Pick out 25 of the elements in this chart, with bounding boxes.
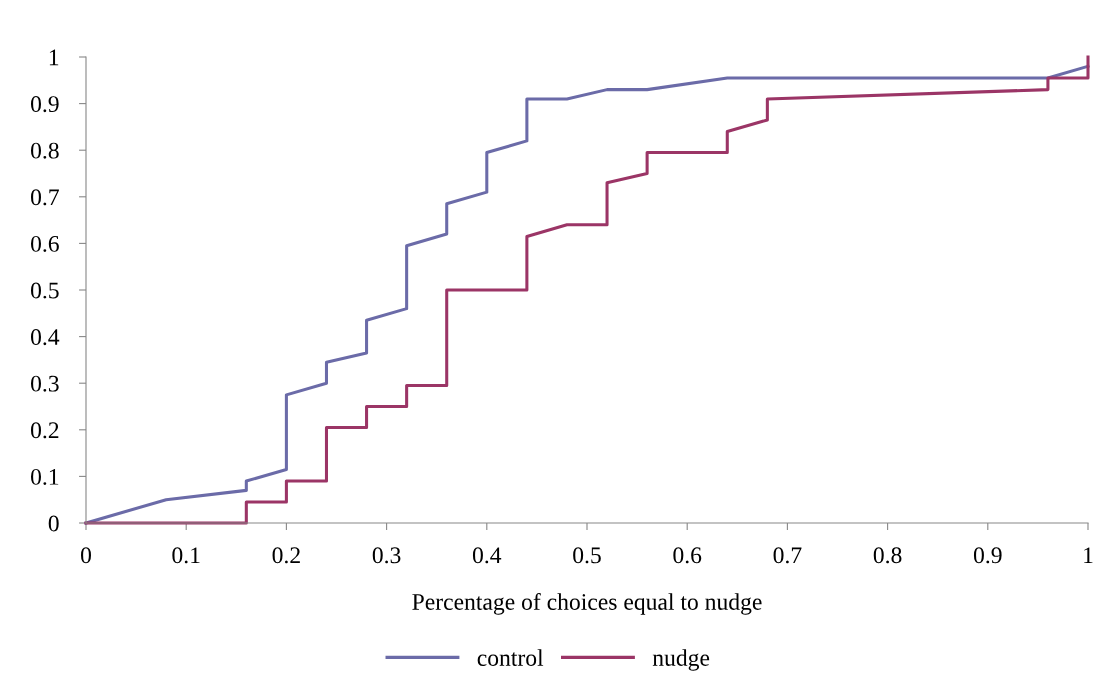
x-tick-label: 0.1 <box>172 547 200 564</box>
x-tick-label: 1 <box>1084 547 1093 563</box>
x-tick-label: 0.9 <box>973 547 1002 564</box>
x-tick-label: 0.8 <box>873 547 902 564</box>
y-tick-label: 0.6 <box>31 235 59 252</box>
y-tick-label: 0.2 <box>31 422 59 439</box>
x-tick-label: 0.5 <box>573 547 601 564</box>
y-tick-label: 0.5 <box>31 282 59 299</box>
x-tick-label: 0.2 <box>272 547 300 564</box>
x-tick-label: 0.3 <box>372 547 401 564</box>
y-tick-label: 0.3 <box>31 375 59 392</box>
legend-label: nudge <box>652 649 710 671</box>
legend-label: control <box>477 649 544 666</box>
y-tick-label: 0.1 <box>31 468 59 485</box>
x-tick-label: 0.4 <box>472 547 502 564</box>
y-tick-label: 1 <box>49 49 59 66</box>
x-axis-title: Percentage of choices equal to nudge <box>412 593 762 615</box>
y-tick-label: 0.4 <box>31 329 60 346</box>
y-tick-label: 0.8 <box>31 142 59 159</box>
x-tick-label: 0.7 <box>773 547 802 564</box>
y-tick-label: 0 <box>48 515 59 532</box>
y-tick-label: 0.9 <box>31 96 59 113</box>
x-tick-label: 0.6 <box>673 547 702 564</box>
x-tick-label: 0 <box>81 547 91 564</box>
y-tick-label: 0.7 <box>31 189 59 206</box>
